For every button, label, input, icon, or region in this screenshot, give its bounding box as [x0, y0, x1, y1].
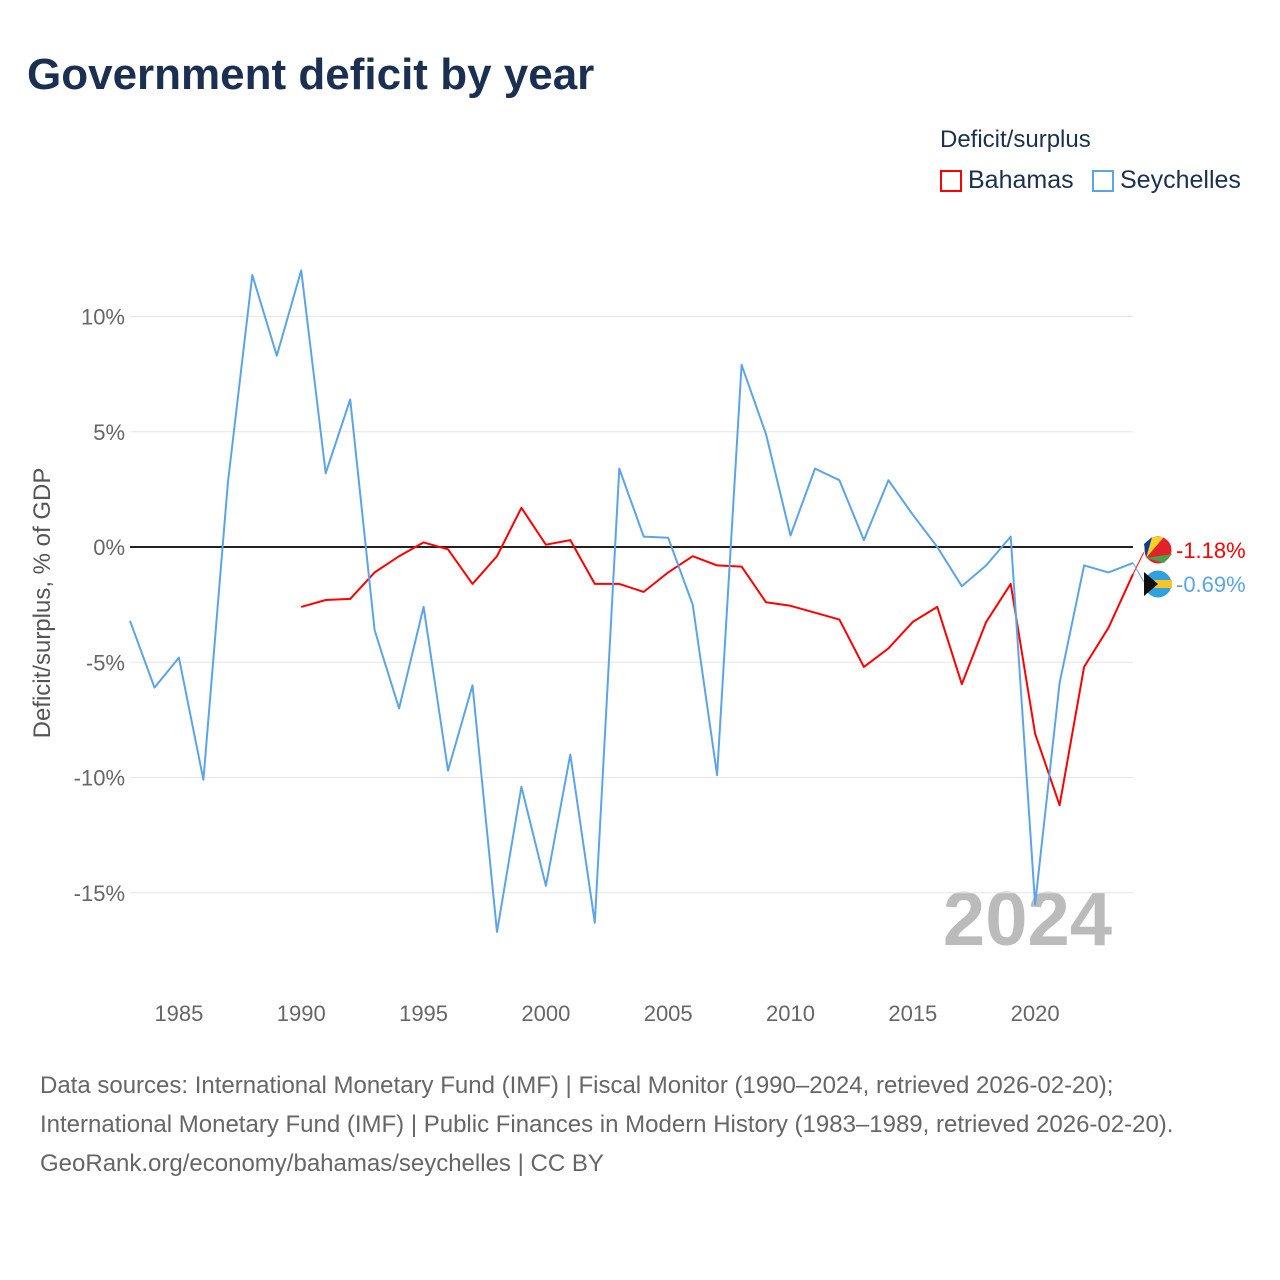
end-value-label: -1.18% — [1176, 538, 1246, 563]
label-connector — [1132, 562, 1146, 585]
series-line-bahamas — [300, 506, 1134, 807]
legend-swatch — [940, 169, 962, 192]
legend-label: Bahamas — [968, 166, 1074, 194]
line-chart: Deficit/surplus, % of GDP 2024 10% 5% 0% -5… — [29, 269, 1246, 1026]
flag-triangle — [1144, 572, 1158, 596]
end-value-label: -0.69% — [1176, 572, 1246, 597]
x-tick-label: 1990 — [277, 1001, 326, 1026]
legend-item-seychelles[interactable]: Seychelles — [1092, 166, 1241, 195]
legend-item-bahamas[interactable]: Bahamas — [940, 166, 1074, 195]
flag-stripe — [1146, 554, 1172, 563]
legend-swatch — [1092, 169, 1114, 192]
x-tick-label: 1985 — [154, 1001, 203, 1026]
y-axis-label: Deficit/surplus, % of GDP — [29, 468, 56, 739]
y-tick-label: 10% — [81, 305, 125, 330]
y-tick-label: -15% — [74, 881, 125, 906]
y-tick-label: 5% — [93, 420, 125, 445]
y-tick-label: -5% — [86, 650, 125, 675]
x-tick-label: 2010 — [766, 1001, 815, 1026]
x-tick-label: 2000 — [521, 1001, 570, 1026]
year-watermark: 2024 — [943, 877, 1112, 962]
legend-label: Seychelles — [1120, 166, 1241, 194]
x-tick-label: 2015 — [888, 1001, 937, 1026]
flag-stripe — [1144, 537, 1152, 558]
data-sources: Data sources: International Monetary Fun… — [40, 1066, 1240, 1183]
series-line-seychelles — [129, 269, 1134, 933]
page-title: Government deficit by year — [27, 50, 595, 99]
x-tick-label: 2020 — [1011, 1001, 1060, 1026]
y-tick-label: 0% — [93, 535, 125, 560]
x-tick-label: 2005 — [644, 1001, 693, 1026]
source-link[interactable]: GeoRank.org/economy/bahamas/seychelles |… — [40, 1150, 604, 1177]
x-tick-label: 1995 — [399, 1001, 448, 1026]
legend-title: Deficit/surplus — [940, 126, 1091, 153]
sources-text: Data sources: International Monetary Fun… — [40, 1072, 1174, 1138]
y-tick-label: -10% — [74, 766, 125, 791]
label-connector — [1132, 549, 1146, 575]
